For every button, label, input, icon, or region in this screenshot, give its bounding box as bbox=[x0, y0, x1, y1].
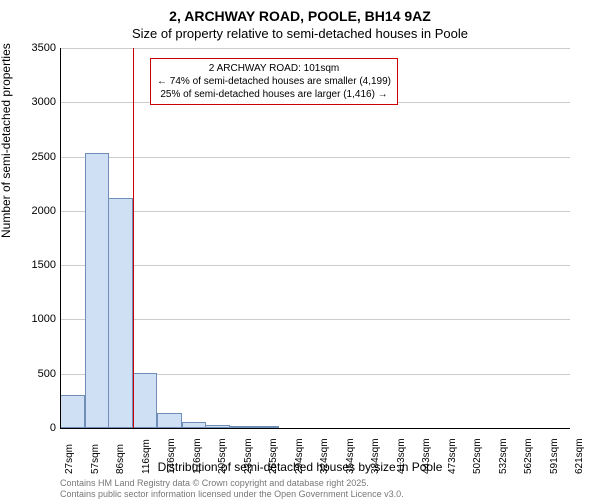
annotation-box: 2 ARCHWAY ROAD: 101sqm← 74% of semi-deta… bbox=[150, 58, 398, 105]
histogram-bar bbox=[108, 198, 133, 428]
histogram-bar bbox=[85, 153, 110, 428]
histogram-chart: 2, ARCHWAY ROAD, POOLE, BH14 9AZ Size of… bbox=[0, 0, 600, 500]
y-axis-label: Number of semi-detached properties bbox=[0, 43, 13, 238]
y-tick-label: 0 bbox=[50, 422, 56, 434]
x-axis-line bbox=[60, 428, 570, 429]
annotation-line: 25% of semi-detached houses are larger (… bbox=[157, 88, 391, 101]
grid-line bbox=[60, 211, 570, 212]
y-tick-label: 2500 bbox=[32, 151, 56, 163]
y-tick-label: 1500 bbox=[32, 259, 56, 271]
x-axis-label: Distribution of semi-detached houses by … bbox=[0, 460, 600, 474]
histogram-bar bbox=[157, 413, 182, 428]
annotation-line: ← 74% of semi-detached houses are smalle… bbox=[157, 75, 391, 88]
histogram-bar bbox=[60, 395, 85, 428]
grid-line bbox=[60, 157, 570, 158]
plot-area: 050010001500200025003000350027sqm57sqm86… bbox=[60, 48, 570, 428]
y-axis-line bbox=[60, 48, 61, 428]
y-tick-label: 1000 bbox=[32, 313, 56, 325]
y-tick-label: 2000 bbox=[32, 205, 56, 217]
marker-line bbox=[133, 48, 134, 428]
grid-line bbox=[60, 319, 570, 320]
y-tick-label: 3500 bbox=[32, 42, 56, 54]
y-tick-label: 500 bbox=[38, 368, 56, 380]
histogram-bar bbox=[133, 373, 158, 428]
y-tick-label: 3000 bbox=[32, 96, 56, 108]
grid-line bbox=[60, 48, 570, 49]
annotation-line: 2 ARCHWAY ROAD: 101sqm bbox=[157, 62, 391, 75]
attribution-line1: Contains HM Land Registry data © Crown c… bbox=[60, 478, 404, 489]
chart-subtitle: Size of property relative to semi-detach… bbox=[0, 26, 600, 41]
attribution-line2: Contains public sector information licen… bbox=[60, 489, 404, 500]
chart-title: 2, ARCHWAY ROAD, POOLE, BH14 9AZ bbox=[0, 8, 600, 24]
grid-line bbox=[60, 265, 570, 266]
attribution-text: Contains HM Land Registry data © Crown c… bbox=[60, 478, 404, 500]
